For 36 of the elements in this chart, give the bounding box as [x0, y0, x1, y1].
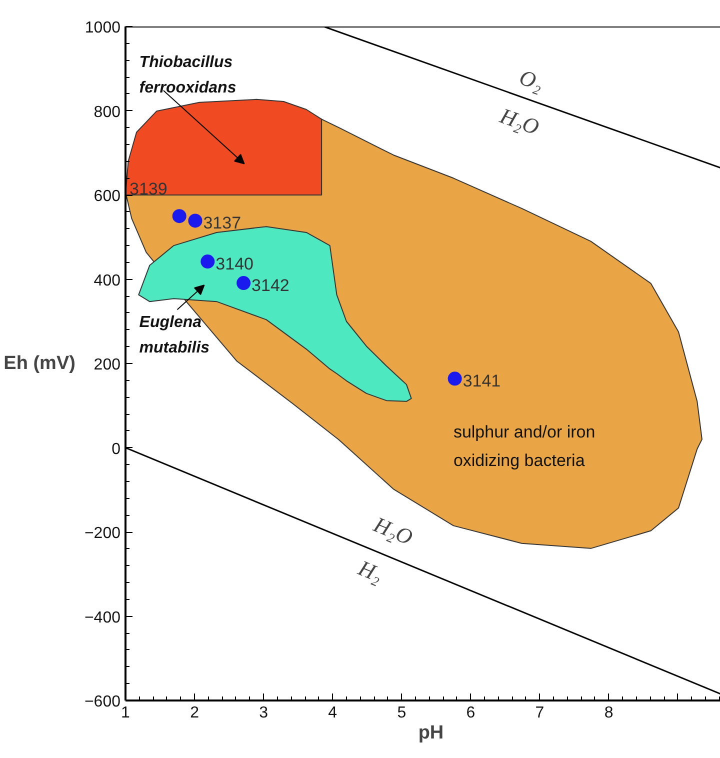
annotation: 3142	[252, 276, 290, 296]
point	[188, 214, 202, 228]
point	[448, 372, 462, 386]
point	[200, 254, 215, 269]
y-tick-label: −200	[84, 525, 121, 542]
x-tick-label: 4	[328, 704, 338, 722]
series-label: Euglena mutabilis	[139, 314, 210, 356]
annotation: 3137	[203, 214, 242, 233]
y-tick-label: 1000	[84, 20, 121, 36]
annotation: O₂	[516, 64, 548, 96]
annotation: 3139	[130, 180, 168, 199]
y-tick-label: 400	[94, 272, 121, 290]
series-label: Thiobacillus ferrooxidans	[139, 54, 236, 96]
point	[172, 209, 186, 224]
series-label: sulphur and/or iron oxidizing bacteria	[453, 422, 596, 470]
annotation: 3140	[216, 254, 254, 274]
x-tick-label: 8	[604, 704, 614, 722]
annotation: H₂	[354, 554, 387, 588]
y-tick-label: 800	[94, 104, 121, 121]
x-tick-label: 7	[535, 704, 544, 722]
annotation: H₂O	[369, 511, 416, 550]
y-tick-label: −400	[84, 609, 121, 626]
y-tick-label: −600	[84, 694, 121, 710]
x-tick-label: 6	[466, 704, 476, 722]
point	[236, 276, 251, 290]
x-tick-label: 2	[190, 704, 200, 722]
annotation: 3141	[462, 372, 501, 391]
y-tick-label: 200	[94, 356, 121, 374]
x-tick-label: 3	[259, 704, 268, 722]
y-tick-label: 600	[94, 188, 121, 205]
annotation: H₂O	[496, 102, 543, 140]
y-tick-label: 0	[112, 440, 121, 458]
x-tick-label: 1	[121, 704, 130, 722]
x-axis-title: pH	[418, 722, 444, 744]
x-tick-label: 5	[397, 704, 406, 722]
y-axis-title: Eh (mV)	[4, 353, 76, 374]
